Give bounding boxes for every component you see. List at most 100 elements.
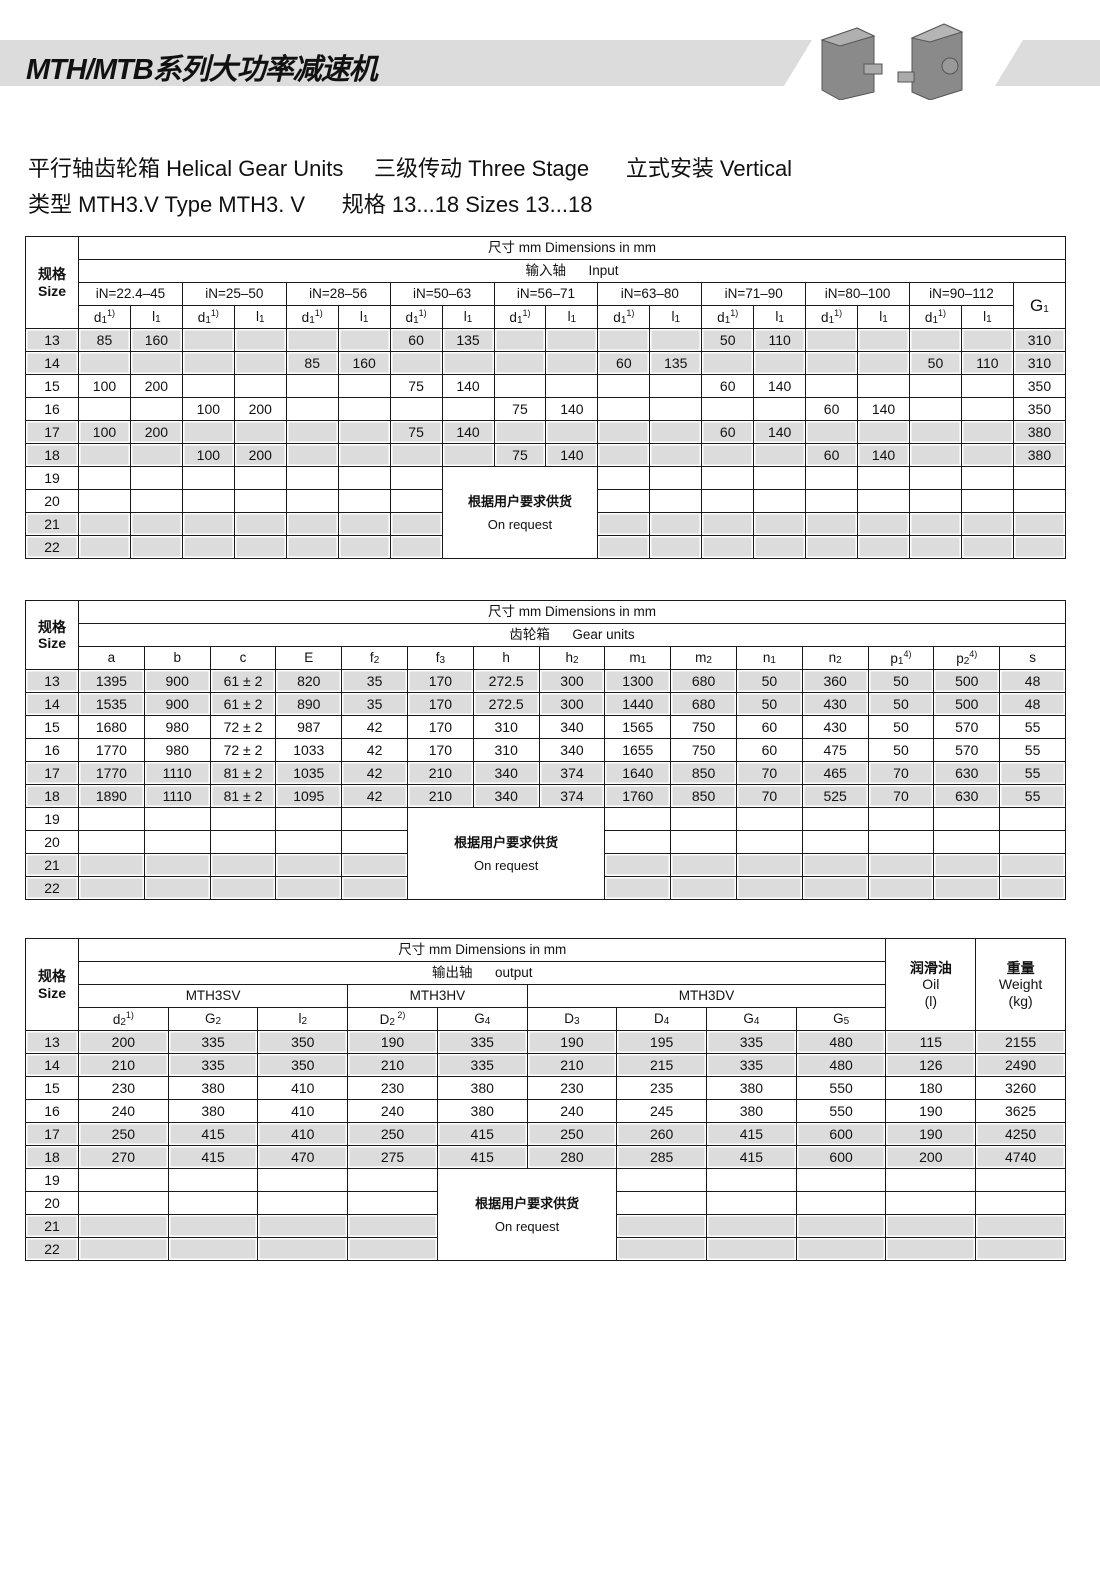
cell [389, 466, 443, 490]
cell: 42 [341, 784, 408, 808]
cell [960, 328, 1014, 352]
table-row: 19 根据用户要求供货 On request [25, 1168, 1066, 1261]
cell [701, 489, 755, 513]
cell [753, 466, 807, 490]
cell: 75 [493, 397, 547, 421]
cell: 280 [526, 1145, 618, 1169]
cell: 980 [143, 738, 211, 762]
cell [129, 489, 183, 513]
cell [347, 1214, 438, 1238]
on-request-en: On request [474, 857, 539, 873]
cell [597, 535, 651, 559]
cell [389, 512, 443, 536]
cell [857, 420, 910, 444]
table-row: 20 [25, 1191, 1066, 1215]
cell [337, 328, 391, 352]
cell: 72 ± 2 [209, 715, 277, 739]
cell [649, 420, 703, 444]
cell: 380 [167, 1076, 259, 1100]
gear-unit-product-image [820, 23, 964, 100]
cell [960, 466, 1014, 490]
table-row: 15 1680 980 72 ± 2 987 42 170 310 340 1565 750 60 43… [25, 715, 1066, 739]
cell [616, 1237, 708, 1261]
table-row: 18 270 415 470 275 415 280 285 415 600 200 4740 [25, 1145, 1066, 1169]
column-header: D3 [526, 1007, 618, 1031]
column-header: d11) [78, 305, 131, 329]
superscript: 1) [210, 307, 219, 318]
size-cell: 21 [25, 512, 79, 536]
cell: 48 [999, 692, 1066, 716]
cell: 140 [545, 397, 599, 421]
cell: 55 [999, 784, 1066, 808]
column-header: D4 [616, 1007, 708, 1031]
column-header: d21) [78, 1007, 169, 1031]
cell: 350 [257, 1030, 349, 1054]
size-cell: 22 [25, 535, 79, 559]
cell: 335 [167, 1030, 259, 1054]
cell: 190 [526, 1030, 618, 1054]
cell [805, 512, 859, 536]
cell [795, 1168, 887, 1192]
table-row: 20 [25, 830, 1066, 854]
cell: 890 [275, 692, 343, 716]
table-row: 22 [25, 535, 1067, 559]
cell [597, 466, 651, 490]
cell [670, 807, 737, 831]
cell [275, 876, 343, 900]
table-row: 18 100 200 75 140 60 140 380 [25, 443, 1067, 467]
group-header-mth3hv: MTH3HV [347, 984, 528, 1008]
column-header: G4 [436, 1007, 528, 1031]
table-row: 13 85 160 60 135 50 110 310 [25, 328, 1067, 352]
cell: 350 [1012, 397, 1067, 421]
on-request-cn: 根据用户要求供货 [467, 493, 572, 509]
cell [441, 397, 495, 421]
section-header: 输出轴 output [77, 961, 887, 985]
cell [341, 807, 408, 831]
column-header: b [143, 646, 211, 670]
cell: 70 [867, 784, 935, 808]
cell [597, 397, 651, 421]
cell: 4250 [975, 1122, 1066, 1146]
size-cell: 17 [25, 761, 79, 785]
cell [389, 397, 443, 421]
cell [337, 397, 391, 421]
table-row: 15 100 200 75 140 60 140 350 [25, 374, 1067, 398]
subscript: 3 [574, 1015, 580, 1027]
cell [909, 535, 962, 559]
cell [801, 853, 869, 877]
cell: 340 [472, 761, 540, 785]
cell: 190 [885, 1099, 977, 1123]
cell [275, 807, 343, 831]
column-header: a [78, 646, 145, 670]
cell: 250 [347, 1122, 438, 1146]
cell [960, 512, 1014, 536]
cell [285, 512, 339, 536]
column-header: l1 [545, 305, 599, 329]
cell [616, 1214, 708, 1238]
cell: 50 [867, 669, 935, 693]
cell [129, 397, 183, 421]
cell [129, 512, 183, 536]
superscript: 1) [730, 307, 739, 318]
cell: 550 [795, 1099, 887, 1123]
weight-header: 重量 Weight (kg) [975, 938, 1066, 1031]
cell: 170 [406, 715, 474, 739]
cell: 310 [1012, 328, 1067, 352]
subscript: 1 [674, 313, 681, 325]
superscript: 1) [522, 307, 531, 318]
cell [975, 1168, 1066, 1192]
title-band [0, 40, 812, 86]
subscript: 1 [778, 313, 784, 325]
cell [341, 830, 408, 854]
cell: 61 ± 2 [209, 669, 277, 693]
cell [285, 420, 339, 444]
cell: 200 [233, 397, 287, 421]
table-row: 13 200 335 350 190 335 190 195 335 480 115 2155 [25, 1030, 1066, 1054]
cell [909, 374, 962, 398]
cell: 60 [735, 715, 803, 739]
column-header: h2 [538, 646, 606, 670]
cell: 1033 [275, 738, 343, 762]
size-cell: 21 [25, 853, 79, 877]
cell [233, 535, 287, 559]
column-header: n2 [801, 646, 869, 670]
